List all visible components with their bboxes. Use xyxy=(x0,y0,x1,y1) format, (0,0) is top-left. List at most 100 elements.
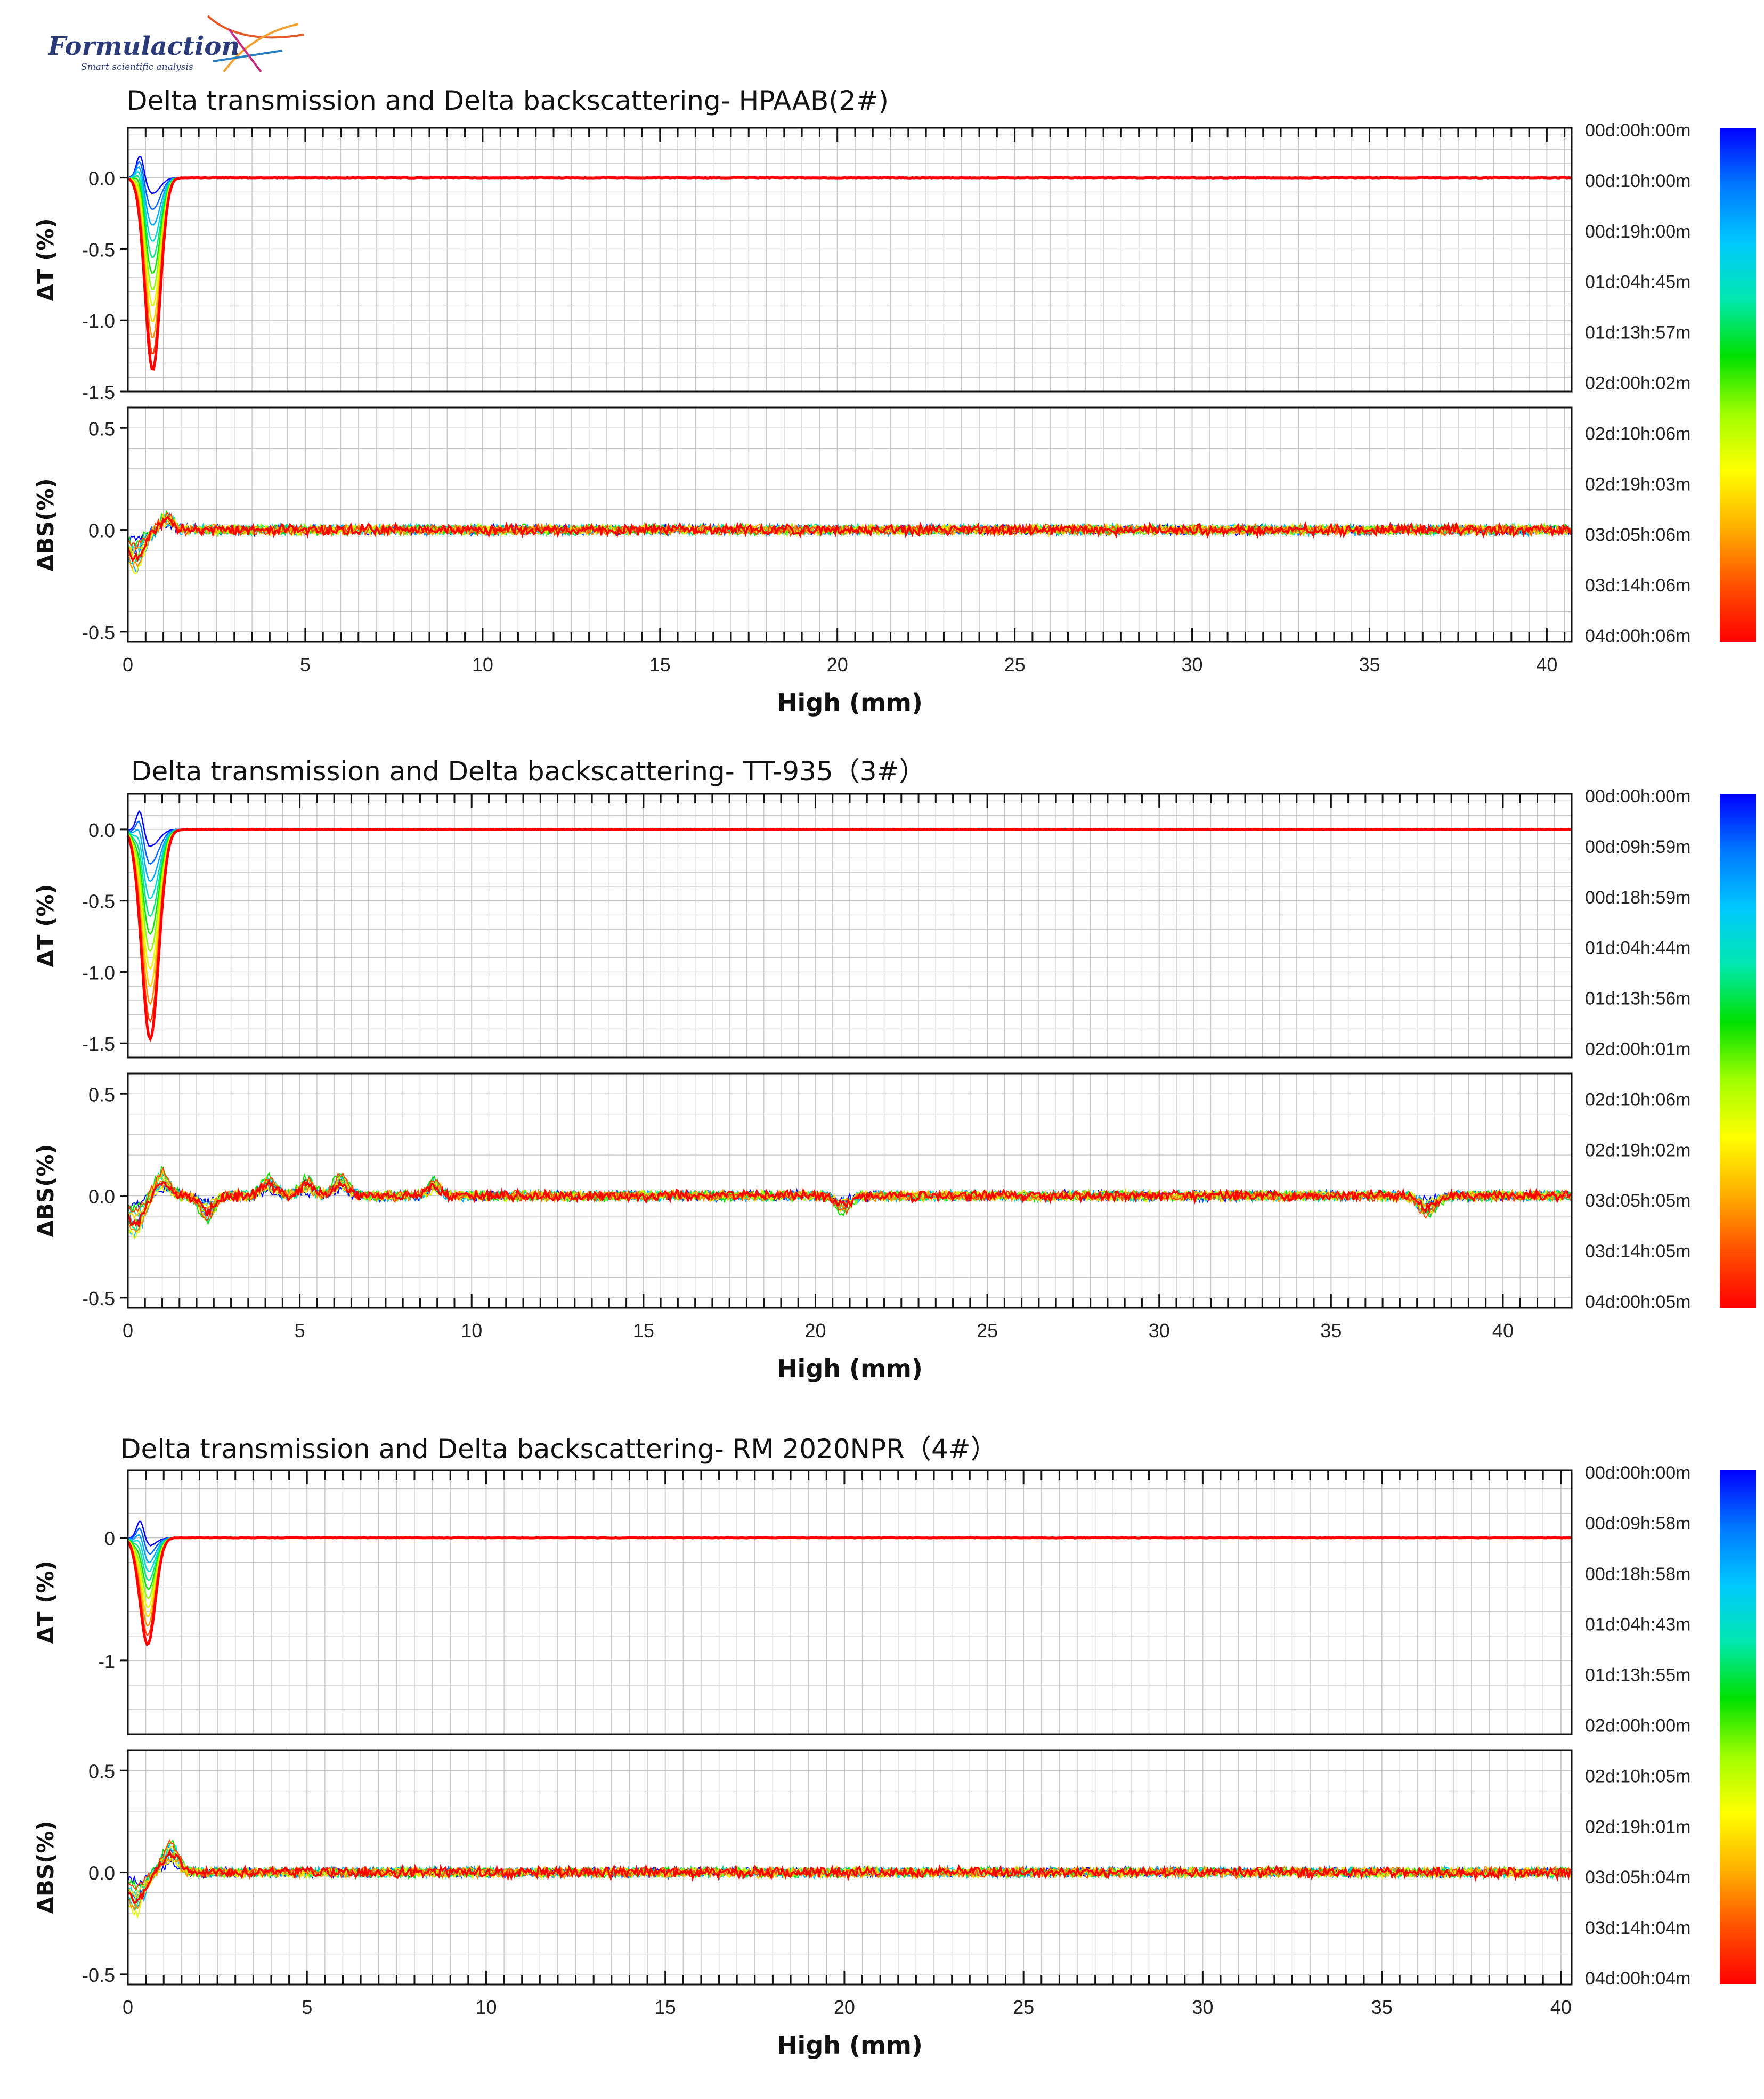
legend-color-bar xyxy=(1720,1470,1756,1984)
series-line xyxy=(127,1851,1572,1912)
legend-time-label: 00d:09h:58m xyxy=(1585,1514,1691,1534)
series-line xyxy=(127,160,1572,210)
series-line xyxy=(127,156,1572,194)
series-line xyxy=(127,1536,1572,1637)
legend-time-label: 01d:13h:56m xyxy=(1585,989,1691,1009)
series-line xyxy=(127,1839,1572,1890)
top-subplot-p2: 0.0 -0.5 -1.0 -1.5 ΔT (%) xyxy=(32,127,1573,403)
series-line xyxy=(127,176,1572,371)
formulaction-logo: Formulaction Smart scientific analysis xyxy=(48,15,304,73)
series-line xyxy=(127,521,1572,575)
series-line xyxy=(127,1851,1572,1911)
legend-time-label: 02d:10h:06m xyxy=(1585,424,1691,444)
logo-tagline-text: Smart scientific analysis xyxy=(81,62,193,72)
x-tick-label: 25 xyxy=(1004,654,1026,676)
x-tick-label: 35 xyxy=(1359,654,1380,676)
x-tick-label: 35 xyxy=(1320,1320,1342,1341)
logo-brand-text: Formulaction xyxy=(48,31,240,61)
series-line xyxy=(127,1536,1572,1581)
x-tick-label: 40 xyxy=(1550,1996,1572,2018)
series-line xyxy=(127,176,1572,354)
y-tick-label: -1.5 xyxy=(82,1033,115,1055)
y-tick-label: -1.0 xyxy=(82,962,115,983)
y-tick-label: -0.5 xyxy=(82,1288,115,1309)
x-tick-label: 30 xyxy=(1182,654,1203,676)
legend-time-label: 00d:19h:00m xyxy=(1585,222,1691,242)
panel-title-3: Delta transmission and Delta backscatter… xyxy=(131,756,926,787)
series-line xyxy=(127,1839,1572,1891)
series-line xyxy=(127,515,1573,563)
x-tick-label: 5 xyxy=(300,654,311,676)
x-tick-label: 40 xyxy=(1536,654,1557,676)
series-line xyxy=(127,1849,1573,1905)
y-axis-label: ΔBS(%) xyxy=(32,1144,59,1237)
x-axis-label: High (mm) xyxy=(777,1354,923,1383)
y-tick-label: -0.5 xyxy=(82,1964,115,1986)
y-tick-label: 0.0 xyxy=(88,520,115,542)
plot-frame xyxy=(127,406,1573,643)
panel-title-4: Delta transmission and Delta backscatter… xyxy=(120,1434,997,1465)
y-tick-label: -1.5 xyxy=(82,381,115,403)
x-tick-label: 10 xyxy=(475,1996,497,2018)
series-line xyxy=(126,1536,1572,1647)
x-tick-label: 25 xyxy=(977,1320,998,1341)
legend-time-label: 01d:13h:55m xyxy=(1585,1665,1691,1686)
legend-time-label: 03d:05h:06m xyxy=(1585,525,1691,545)
legend-time-label: 02d:10h:06m xyxy=(1585,1089,1691,1110)
y-axis-label: ΔBS(%) xyxy=(32,478,59,571)
x-tick-label: 15 xyxy=(655,1996,676,2018)
legend-time-label: 03d:05h:05m xyxy=(1585,1191,1691,1211)
legend-time-label: 00d:00h:00m xyxy=(1585,1463,1691,1483)
legend-time-label: 02d:19h:02m xyxy=(1585,1140,1691,1160)
x-tick-label: 0 xyxy=(123,654,133,676)
chart-panel-3: 0.0 -0.5 -1.0 -1.5 ΔT (%) 0.5 0.0 -0.5 ΔBS(%) 0 5 1… xyxy=(32,786,1756,1383)
plot-frame xyxy=(127,1749,1573,1986)
legend-time-label: 04d:00h:04m xyxy=(1585,1968,1691,1989)
series-line xyxy=(127,1856,1572,1919)
legend-time-label: 00d:18h:58m xyxy=(1585,1564,1691,1584)
legend-color-bar xyxy=(1720,128,1756,642)
series-line xyxy=(127,176,1572,338)
y-tick-label: 0.0 xyxy=(88,819,115,841)
y-tick-label: 0.5 xyxy=(88,1084,115,1105)
series-line xyxy=(126,827,1572,1042)
x-tick-label: 30 xyxy=(1192,1996,1213,2018)
series-line xyxy=(127,166,1572,226)
x-tick-label: 20 xyxy=(804,1320,826,1341)
legend-time-label: 01d:04h:44m xyxy=(1585,938,1691,958)
x-tick-label: 40 xyxy=(1492,1320,1514,1341)
legend-time-label: 03d:14h:05m xyxy=(1585,1241,1691,1262)
x-tick-label: 30 xyxy=(1149,1320,1170,1341)
top-subplot-p4: 0 -1 ΔT (%) xyxy=(32,1469,1573,1735)
series-line xyxy=(127,175,1572,258)
legend-time-label: 01d:04h:45m xyxy=(1585,272,1691,292)
x-tick-label: 20 xyxy=(827,654,848,676)
y-tick-label: 0.0 xyxy=(88,1862,115,1884)
y-tick-label: -1.0 xyxy=(82,310,115,332)
legend-time-label: 02d:19h:03m xyxy=(1585,474,1691,494)
x-tick-label: 5 xyxy=(302,1996,312,2018)
legend-time-label: 01d:13h:57m xyxy=(1585,323,1691,343)
series-line xyxy=(127,1527,1572,1556)
top-subplot-p3: 0.0 -0.5 -1.0 -1.5 ΔT (%) xyxy=(32,793,1573,1059)
series-line xyxy=(127,1536,1572,1617)
y-axis-label: ΔT (%) xyxy=(32,884,59,967)
panel-title-2: Delta transmission and Delta backscatter… xyxy=(127,85,889,116)
series-line xyxy=(127,1536,1572,1590)
legend-time-label: 04d:00h:05m xyxy=(1585,1292,1691,1312)
series-line xyxy=(127,1166,1572,1221)
series-line xyxy=(127,1536,1572,1608)
legend-time-label: 02d:10h:05m xyxy=(1585,1766,1691,1786)
series-line xyxy=(127,176,1572,290)
x-tick-label: 15 xyxy=(649,654,671,676)
bottom-subplot-p2: 0.5 0.0 -0.5 ΔBS(%) xyxy=(32,406,1573,644)
legend-color-bar xyxy=(1720,794,1756,1308)
series-line xyxy=(127,515,1572,561)
x-tick-label: 0 xyxy=(123,1320,133,1341)
legend-time-label: 02d:00h:02m xyxy=(1585,373,1691,394)
bottom-subplot-p4: 0.5 0.0 -0.5 ΔBS(%) xyxy=(32,1749,1573,1986)
legend-time-label: 03d:14h:06m xyxy=(1585,575,1691,596)
series-line xyxy=(127,1520,1572,1547)
legend-time-label: 02d:00h:00m xyxy=(1585,1716,1691,1736)
y-axis-label: ΔBS(%) xyxy=(32,1820,59,1914)
